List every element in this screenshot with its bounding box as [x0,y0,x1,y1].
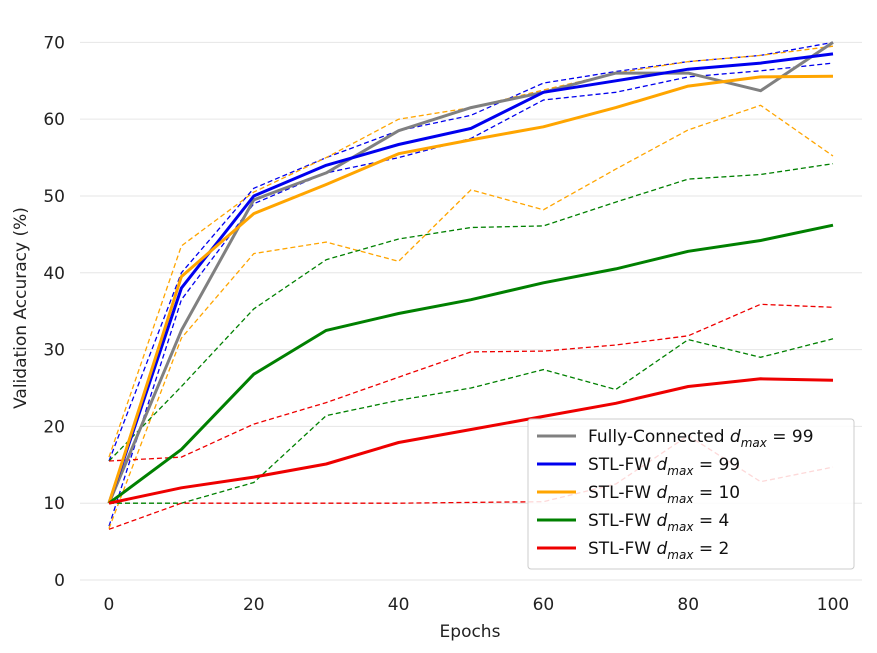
x-tick-label: 0 [104,595,115,615]
x-tick-label: 80 [677,595,699,615]
series-0-mean-line [107,41,834,504]
y-axis-label: Validation Accuracy (%) [11,207,31,409]
legend-entry: STL-FW dmax = 4 [588,511,729,534]
y-tick-label: 70 [43,33,65,53]
series-2-mean-line [107,74,834,504]
series [107,41,834,530]
legend-box [527,418,855,570]
y-tick-label: 30 [43,341,65,361]
legend: Fully-Connected dmax = 99 STL-FW dmax = 9… [527,418,855,570]
series-3-mean-line [108,223,834,505]
y-tick-label: 0 [54,571,65,591]
x-axis-label: Epochs [440,622,501,642]
axis-ticks: 0 10 20 30 40 50 60 70 0 20 40 60 80 100 [43,33,849,615]
series-3-upper-line [108,163,834,462]
y-tick-label: 50 [43,187,65,207]
legend-entry: Fully-Connected dmax = 99 [588,427,814,450]
y-tick-label: 40 [43,264,65,284]
x-tick-label: 100 [817,595,849,615]
x-tick-label: 60 [533,595,555,615]
y-tick-label: 10 [43,494,65,514]
y-tick-label: 20 [43,417,65,437]
series-3-lower-line [109,338,834,504]
legend-entry: STL-FW dmax = 10 [588,483,740,506]
legend-entry: STL-FW dmax = 2 [588,539,729,562]
series-1-mean-line [107,52,834,504]
series-4-mean-line [108,377,834,505]
legend-entry: STL-FW dmax = 99 [588,455,740,478]
x-tick-label: 20 [243,595,265,615]
y-tick-label: 60 [43,110,65,130]
series-4-upper-line [108,303,834,462]
series-2-lower-line [108,104,834,529]
x-tick-label: 40 [388,595,410,615]
